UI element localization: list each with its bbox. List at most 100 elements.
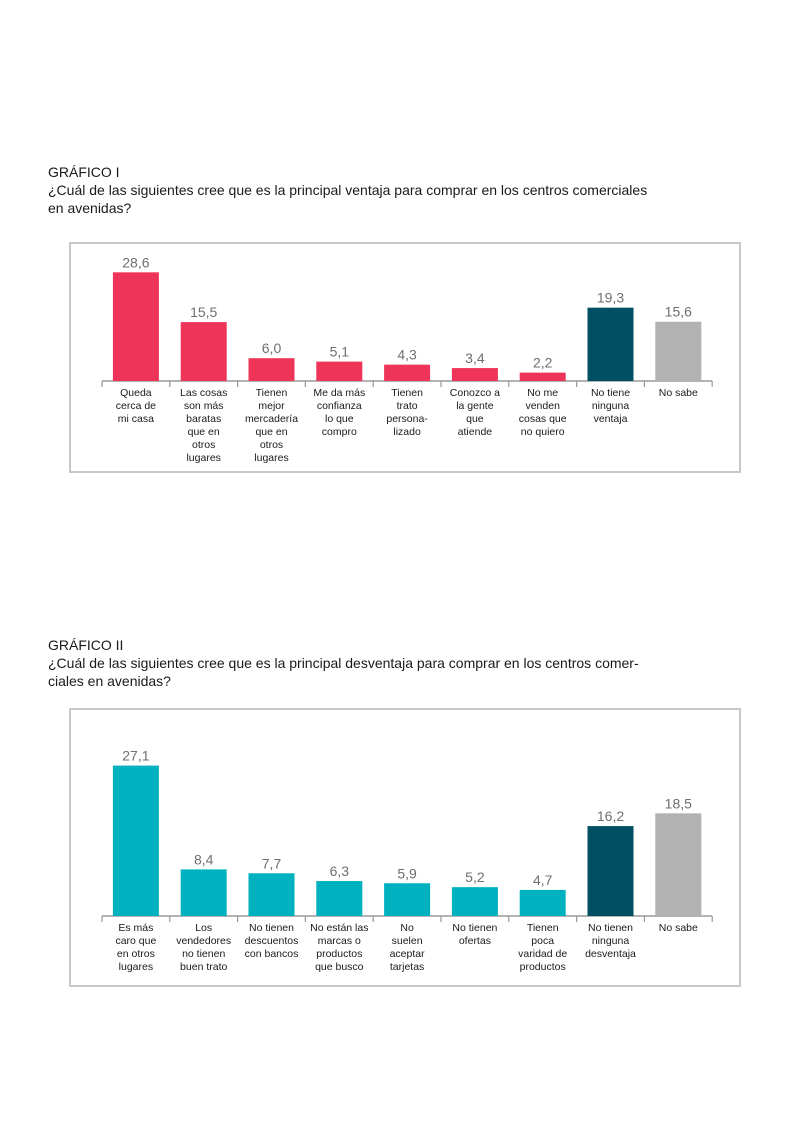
chart-1-category-line: no quiero: [521, 426, 565, 438]
chart-2-category-label: No están las marcas o productos que busco: [310, 922, 368, 973]
chart-1-category-line: lizado: [393, 426, 421, 438]
chart-1-category-line: cerca de: [116, 400, 156, 412]
chart-1-category-label: No me venden cosas que no quiero: [519, 387, 567, 438]
chart-2-category-line: No tienen: [249, 922, 294, 934]
chart-1-category-line: persona-: [386, 413, 428, 425]
chart-2-category-line: No sabe: [659, 922, 698, 934]
chart-1-bar: [316, 361, 363, 381]
chart-2-category-line: aceptar: [390, 948, 426, 960]
chart-1-bar: [248, 358, 295, 381]
chart-1-category-label: No tiene ninguna ventaja: [591, 387, 630, 425]
chart-2-category-label: No sabe: [659, 922, 698, 934]
chart-2-category-label: No tienen descuentos con bancos: [245, 922, 299, 960]
chart-1-value-label: 3,4: [465, 350, 485, 366]
chart-2-question-line-2: ciales en avenidas?: [48, 673, 171, 689]
chart-1-category-line: la gente: [456, 400, 494, 412]
chart-1-category-label: Las cosas son más baratas que en otros lugare…: [180, 387, 227, 464]
chart-2-category-line: No: [400, 922, 414, 934]
chart-2-category-line: buen trato: [180, 961, 227, 973]
chart-2-value-label: 18,5: [665, 795, 692, 811]
chart-2-category-line: varidad de: [518, 948, 567, 960]
chart-2-category-label: No suelen aceptar tarjetas: [390, 922, 426, 973]
chart-2-bar: [248, 873, 295, 916]
chart-1-category-line: baratas: [186, 413, 221, 425]
chart-1-category-line: No me: [527, 387, 558, 399]
chart-1-value-label: 15,6: [665, 304, 692, 320]
chart-1-category-line: que: [466, 413, 484, 425]
chart-1-category-line: que en: [255, 426, 287, 438]
chart-1-bar: [451, 368, 498, 381]
chart-1-category-line: lugares: [186, 452, 220, 464]
chart-1-category-line: No tiene: [591, 387, 630, 399]
chart-1-category-line: lo que: [325, 413, 354, 425]
chart-1-category-line: mi casa: [118, 413, 154, 425]
chart-2-value-label: 6,3: [330, 863, 350, 879]
chart-1-category-line: otros: [192, 439, 215, 451]
chart-1-category-line: No sabe: [659, 387, 698, 399]
chart-2-label: GRÁFICO II: [48, 637, 124, 653]
chart-2-category-label: Los vendedores no tienen buen trato: [176, 922, 231, 973]
chart-1-category-line: que en: [188, 426, 220, 438]
chart-1-category-label: Tienen trato persona-lizado: [386, 387, 428, 438]
chart-2-category-line: en otros: [117, 948, 155, 960]
chart-1-category-line: Tienen: [391, 387, 423, 399]
chart-2-value-label: 8,4: [194, 851, 214, 867]
chart-2-category-line: ninguna: [592, 935, 630, 947]
chart-1-category-label: Queda cerca de mi casa: [116, 387, 156, 425]
chart-1-bar: [519, 372, 566, 381]
chart-2-category-line: No tienen: [452, 922, 497, 934]
chart-1-category-label: No sabe: [659, 387, 698, 399]
chart-1-category-line: Las cosas: [180, 387, 227, 399]
chart-2-category-line: productos: [316, 948, 362, 960]
chart-2-category-line: desventaja: [585, 948, 636, 960]
chart-2-category-line: No tienen: [588, 922, 633, 934]
chart-1-bar: [655, 321, 702, 381]
chart-1-category-line: ninguna: [592, 400, 630, 412]
chart-1-category-line: cosas que: [519, 413, 567, 425]
chart-1-value-label: 28,6: [122, 254, 149, 270]
chart-2-category-line: no tienen: [182, 948, 225, 960]
chart-1-value-label: 15,5: [190, 304, 217, 320]
chart-2-bar: [384, 883, 431, 916]
chart-1-frame: 28,6 Queda cerca de mi casa 15,5 Las cosas son…: [69, 242, 741, 473]
chart-1-category-label: Me da más confianza lo que compro: [313, 387, 365, 438]
chart-1-category-line: ventaja: [594, 413, 628, 425]
chart-1-label: GRÁFICO I: [48, 164, 120, 180]
chart-2-category-label: Es más caro que en otros lugares: [115, 922, 156, 973]
chart-2-frame: 27,1 Es más caro que en otros lugares 8,4 Los v…: [69, 708, 741, 987]
chart-1-category-label: Tienen mejor mercadería que en otros lugares: [245, 387, 298, 464]
chart-2-bar: [112, 765, 159, 916]
chart-2-value-label: 16,2: [597, 808, 624, 824]
chart-2-category-line: tarjetas: [390, 961, 424, 973]
chart-1-bar: [587, 307, 634, 381]
chart-1-category-line: Queda: [120, 387, 152, 399]
chart-1-question-line-1: ¿Cuál de las siguientes cree que es la p…: [48, 182, 648, 198]
chart-1-value-label: 2,2: [533, 355, 553, 371]
chart-2-category-line: con bancos: [245, 948, 299, 960]
chart-2-category-line: vendedores: [176, 935, 231, 947]
chart-1-question-line-2: en avenidas?: [48, 200, 132, 216]
chart-2-category-line: marcas o: [318, 935, 361, 947]
chart-1-category-line: compro: [322, 426, 357, 438]
chart-1-category-line: trato: [397, 400, 418, 412]
chart-2-category-line: lugares: [119, 961, 153, 973]
chart-2-category-line: que busco: [315, 961, 364, 973]
chart-1-category-line: otros: [260, 439, 283, 451]
chart-2-bar: [587, 826, 634, 916]
chart-1-bar: [112, 272, 159, 381]
chart-1-category-line: Conozco a: [450, 387, 500, 399]
chart-2-value-label: 4,7: [533, 872, 553, 888]
chart-1-category-line: Tienen: [256, 387, 288, 399]
chart-1-bar: [180, 322, 227, 381]
chart-2-value-label: 27,1: [122, 748, 149, 764]
chart-1-category-line: confianza: [317, 400, 362, 412]
chart-2-value-label: 5,9: [397, 865, 417, 881]
chart-2-category-line: productos: [520, 961, 566, 973]
chart-2-value-label: 5,2: [465, 869, 485, 885]
chart-1-value-label: 6,0: [262, 340, 282, 356]
chart-2-value-label: 7,7: [262, 855, 282, 871]
chart-2-bar: [451, 887, 498, 916]
chart-2-category-label: Tienen poca varidad de productos: [518, 922, 567, 973]
chart-1-plot: 28,6 Queda cerca de mi casa 15,5 Las cosas son…: [101, 254, 713, 464]
chart-2-question-line-1: ¿Cuál de las siguientes cree que es la p…: [48, 655, 639, 671]
